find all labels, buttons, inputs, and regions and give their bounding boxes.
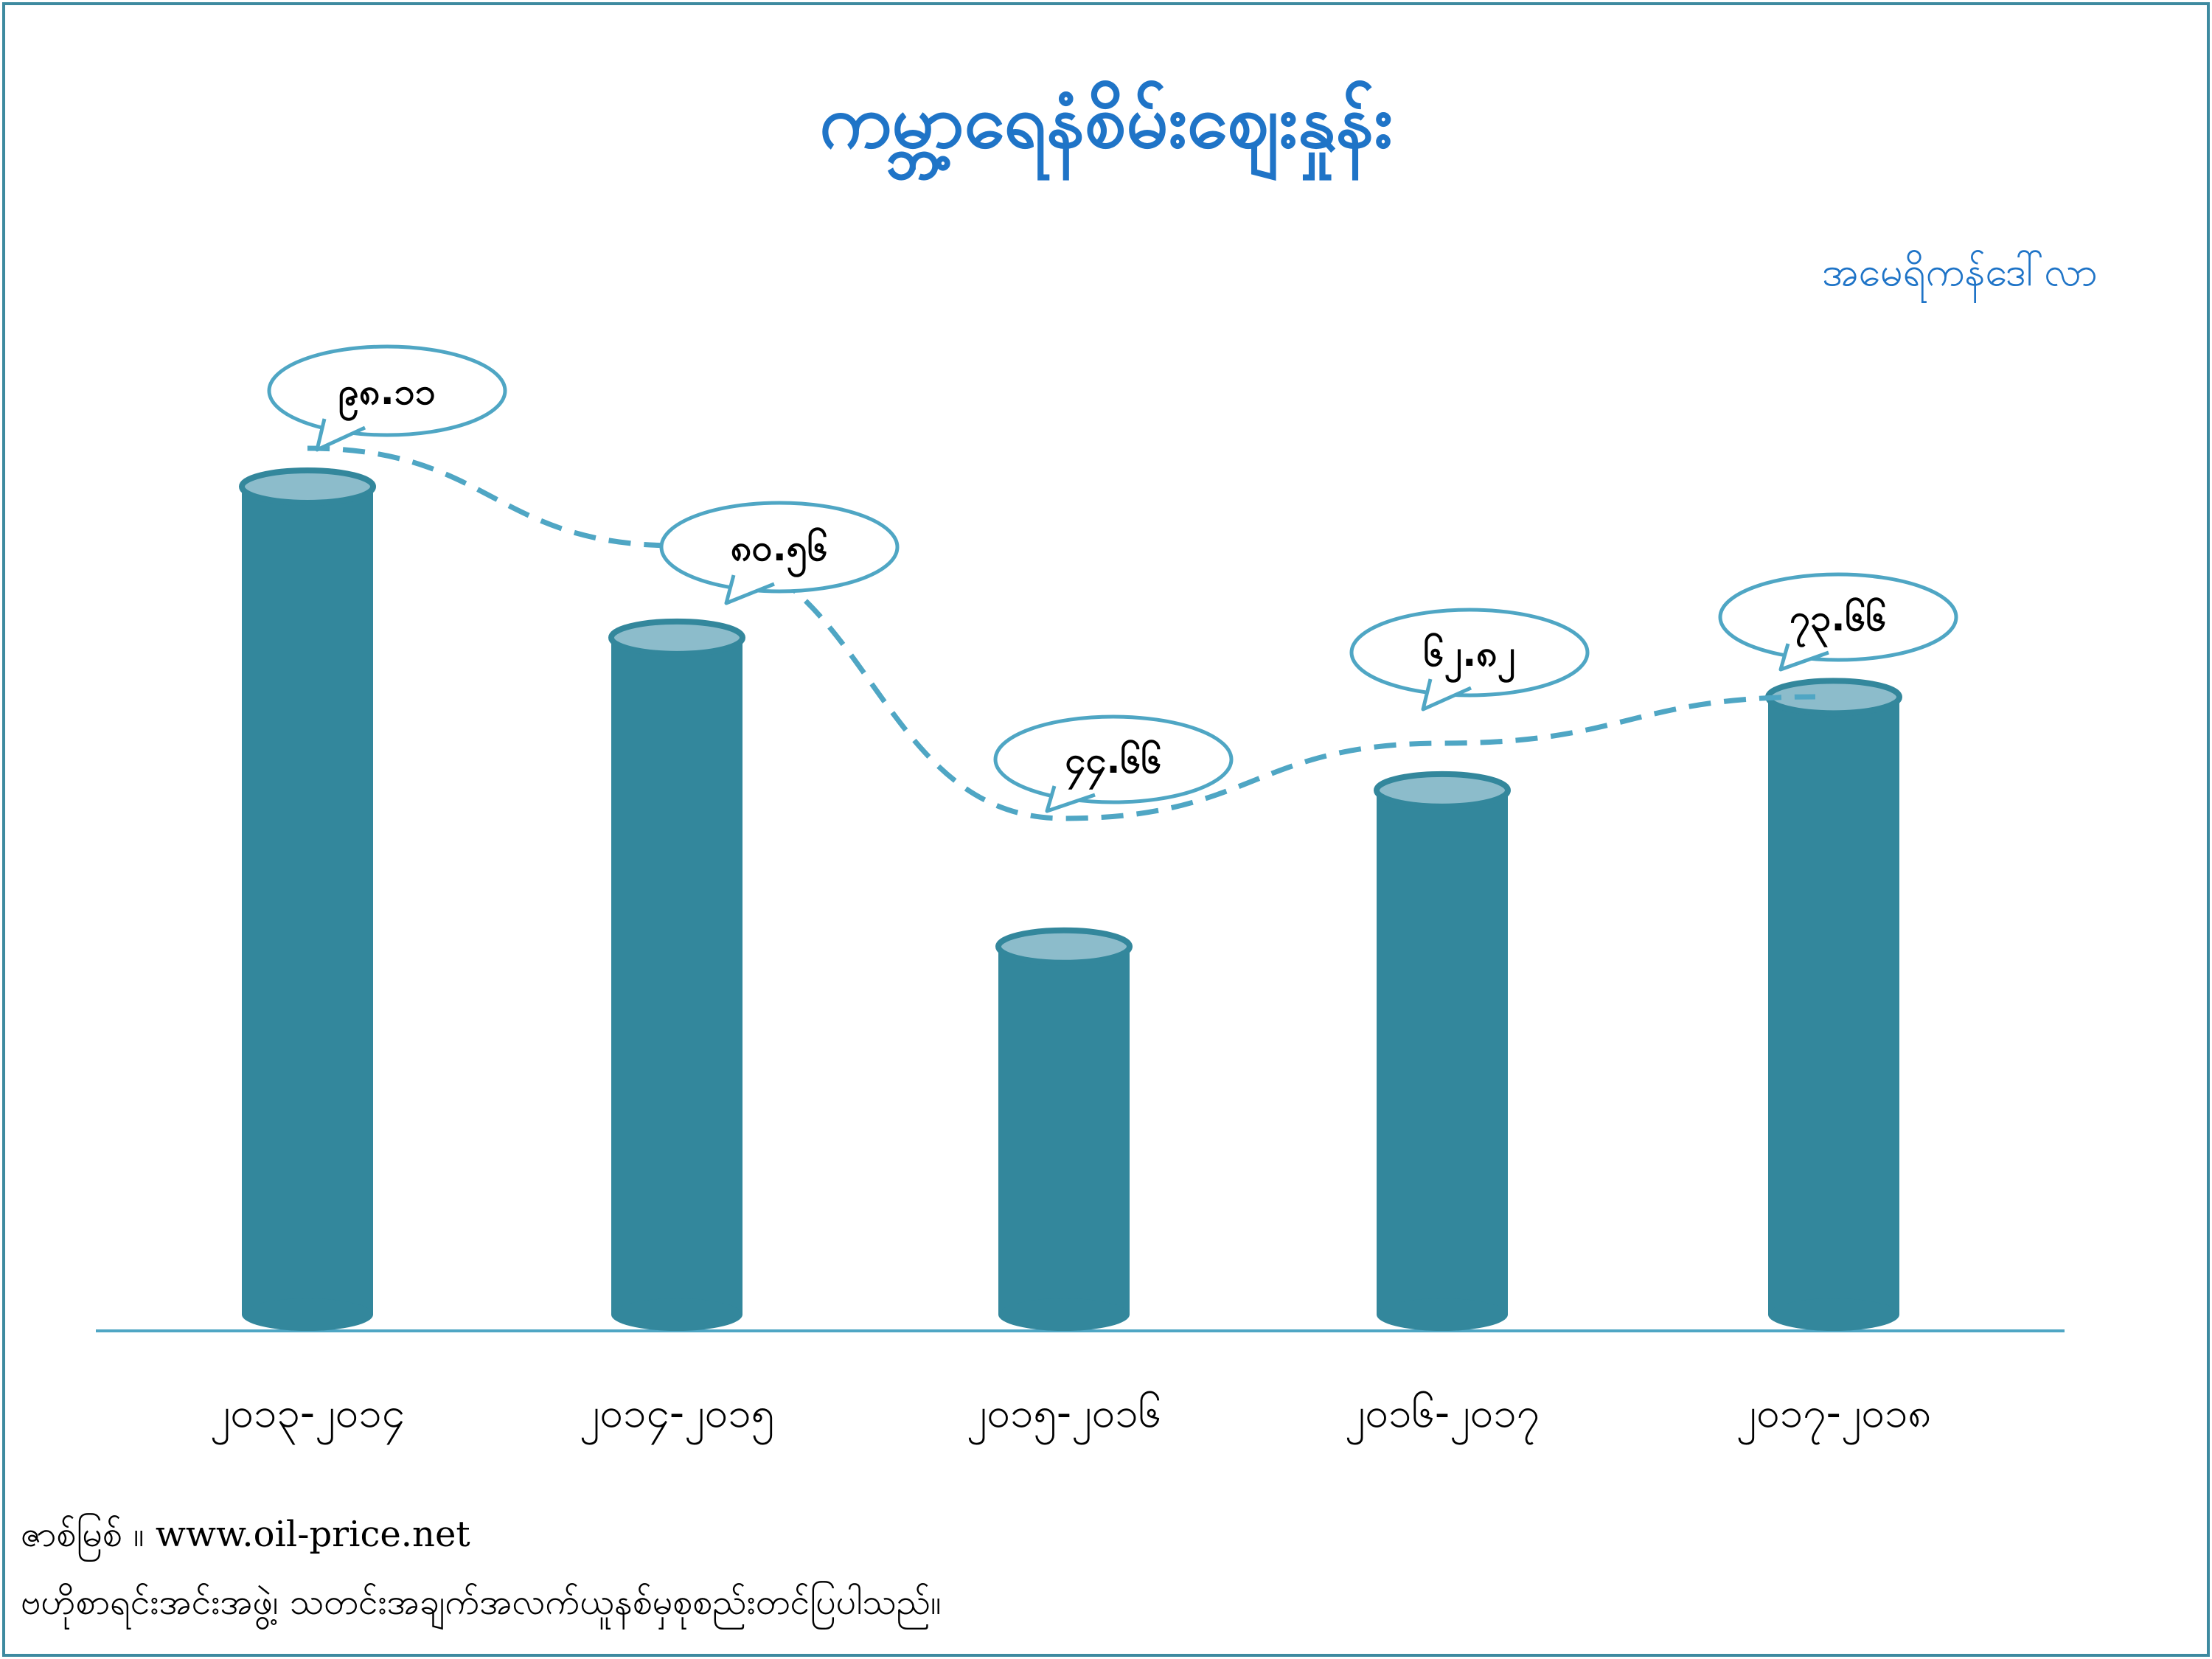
data-label-bubble: ၉၈.၁၁ [267, 344, 507, 452]
unit-label: အမေရိကန်ဒေါ်လာ [1821, 248, 2098, 295]
bar-top [995, 927, 1133, 966]
bar-base [998, 1298, 1130, 1331]
bar-body [1768, 697, 1899, 1315]
bar [1374, 771, 1511, 1331]
bubble-tail [315, 418, 366, 452]
bubble-shape [993, 714, 1234, 804]
source-line: ဇာစ်မြစ် ။ www.oil-price.net [21, 1514, 470, 1555]
x-tick-label: ၂၀၁၅-၂၀၁၆ [967, 1389, 1161, 1444]
data-label-bubble: ၇၃.၆၆ [1718, 572, 1958, 672]
data-label-bubble: ၄၄.၆၆ [993, 714, 1234, 813]
x-tick-label: ၂၀၁၆-၂၀၁၇ [1345, 1389, 1540, 1444]
bubble-tail [1421, 678, 1472, 712]
bar-body [242, 487, 373, 1315]
bar-base [242, 1298, 373, 1331]
trend-line [307, 445, 1816, 821]
note-line: ဗဟိုစာရင်းအင်းအဖွဲ့၊ သတင်းအချက်အလက်ယူနစ်… [21, 1582, 942, 1623]
chart-title: ကမ္ဘာ့ရေနံစိမ်းဈေးနှုန်း [819, 78, 1393, 164]
bar-base [611, 1298, 742, 1331]
bar-base [1377, 1298, 1508, 1331]
x-tick-label: ၂၀၁၄-၂၀၁၅ [580, 1389, 774, 1444]
bar [995, 927, 1133, 1331]
x-tick-label: ၂၀၁၇-၂၀၁၈ [1736, 1389, 1932, 1444]
bar-body [611, 637, 742, 1315]
data-label-bubble: ၆၂.၈၂ [1349, 608, 1590, 712]
bar-top [239, 467, 376, 506]
bubble-tail [1045, 785, 1096, 813]
bar-base [1768, 1298, 1899, 1331]
bubble-shape [1718, 572, 1958, 662]
bubble-shape [659, 501, 900, 594]
bar-top [1374, 771, 1511, 810]
bar-top [1765, 678, 1902, 717]
bubble-tail [1778, 643, 1829, 672]
bar [239, 467, 376, 1331]
bar-top [608, 618, 745, 657]
bubble-shape [267, 344, 507, 437]
bubble-shape [1349, 608, 1590, 698]
x-tick-label: ၂၀၁၃-၂၀၁၄ [210, 1389, 405, 1444]
bar-body [998, 946, 1130, 1315]
bar-body [1377, 790, 1508, 1315]
data-label-bubble: ၈၀.၅၆ [659, 501, 900, 605]
bar [608, 618, 745, 1331]
bubble-tail [724, 574, 775, 605]
footer: ဇာစ်မြစ် ။ www.oil-price.net ဗဟိုစာရင်းအ… [21, 1500, 942, 1636]
bar [1765, 678, 1902, 1331]
